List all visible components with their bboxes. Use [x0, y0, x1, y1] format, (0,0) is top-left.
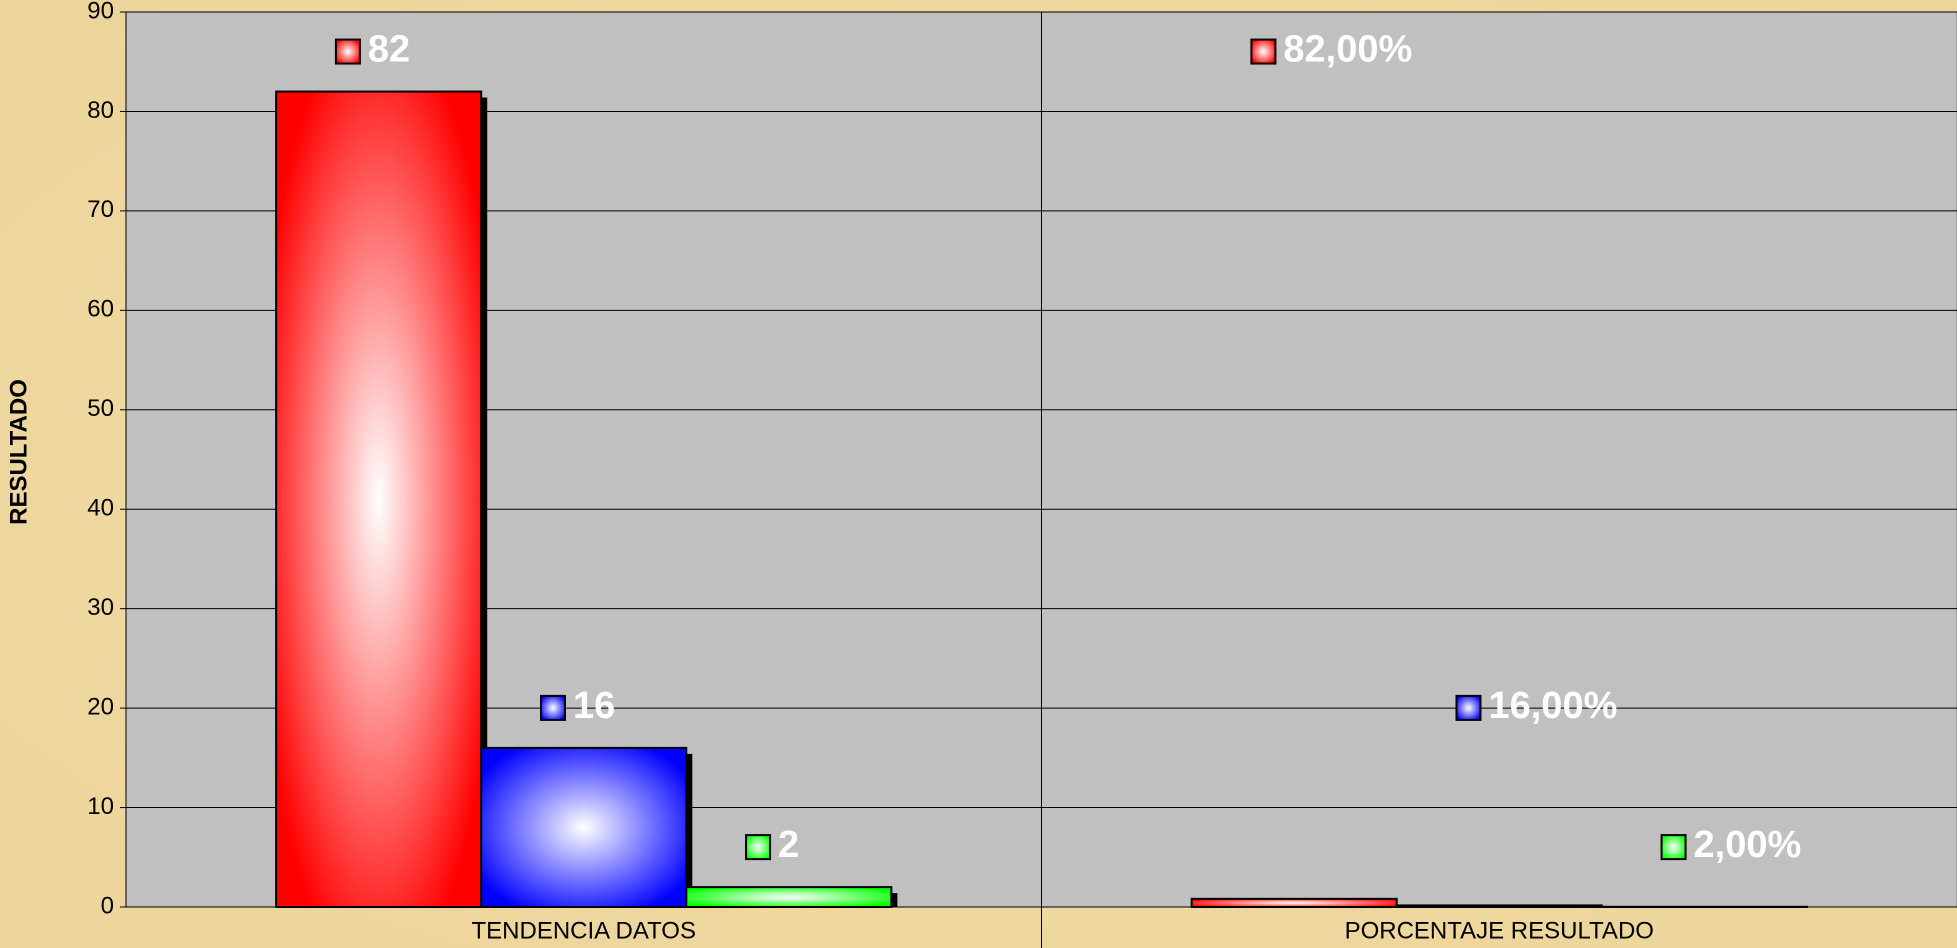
y-tick-label: 50: [87, 395, 114, 422]
y-tick-label: 0: [101, 892, 114, 919]
label-key: [1250, 38, 1277, 65]
value-label: 2: [778, 824, 799, 866]
y-tick-label: 10: [87, 793, 114, 820]
value-label: 82: [368, 29, 410, 71]
label-key: [539, 694, 566, 721]
label-key: [1455, 694, 1482, 721]
value-label: 2,00%: [1694, 824, 1802, 866]
bar: [685, 886, 893, 908]
bar: [480, 746, 688, 909]
y-tick-label: 70: [87, 196, 114, 223]
y-tick-label: 80: [87, 97, 114, 124]
label-key: [1660, 834, 1687, 861]
value-label: 16,00%: [1488, 685, 1617, 727]
y-tick-label: 30: [87, 594, 114, 621]
y-tick-label: 60: [87, 296, 114, 323]
label-key: [745, 834, 772, 861]
y-tick-label: 20: [87, 693, 114, 720]
bar: [1190, 897, 1398, 909]
y-tick-label: 90: [87, 0, 114, 24]
x-tick-label: PORCENTAJE RESULTADO: [1345, 917, 1654, 944]
bar: [1395, 904, 1603, 908]
bar: [275, 90, 483, 909]
y-axis-label: RESULTADO: [5, 379, 32, 525]
label-key: [334, 38, 361, 65]
value-label: 16: [573, 685, 615, 727]
x-tick-label: TENDENCIA DATOS: [472, 917, 696, 944]
value-label: 82,00%: [1283, 29, 1412, 71]
y-tick-label: 40: [87, 495, 114, 522]
